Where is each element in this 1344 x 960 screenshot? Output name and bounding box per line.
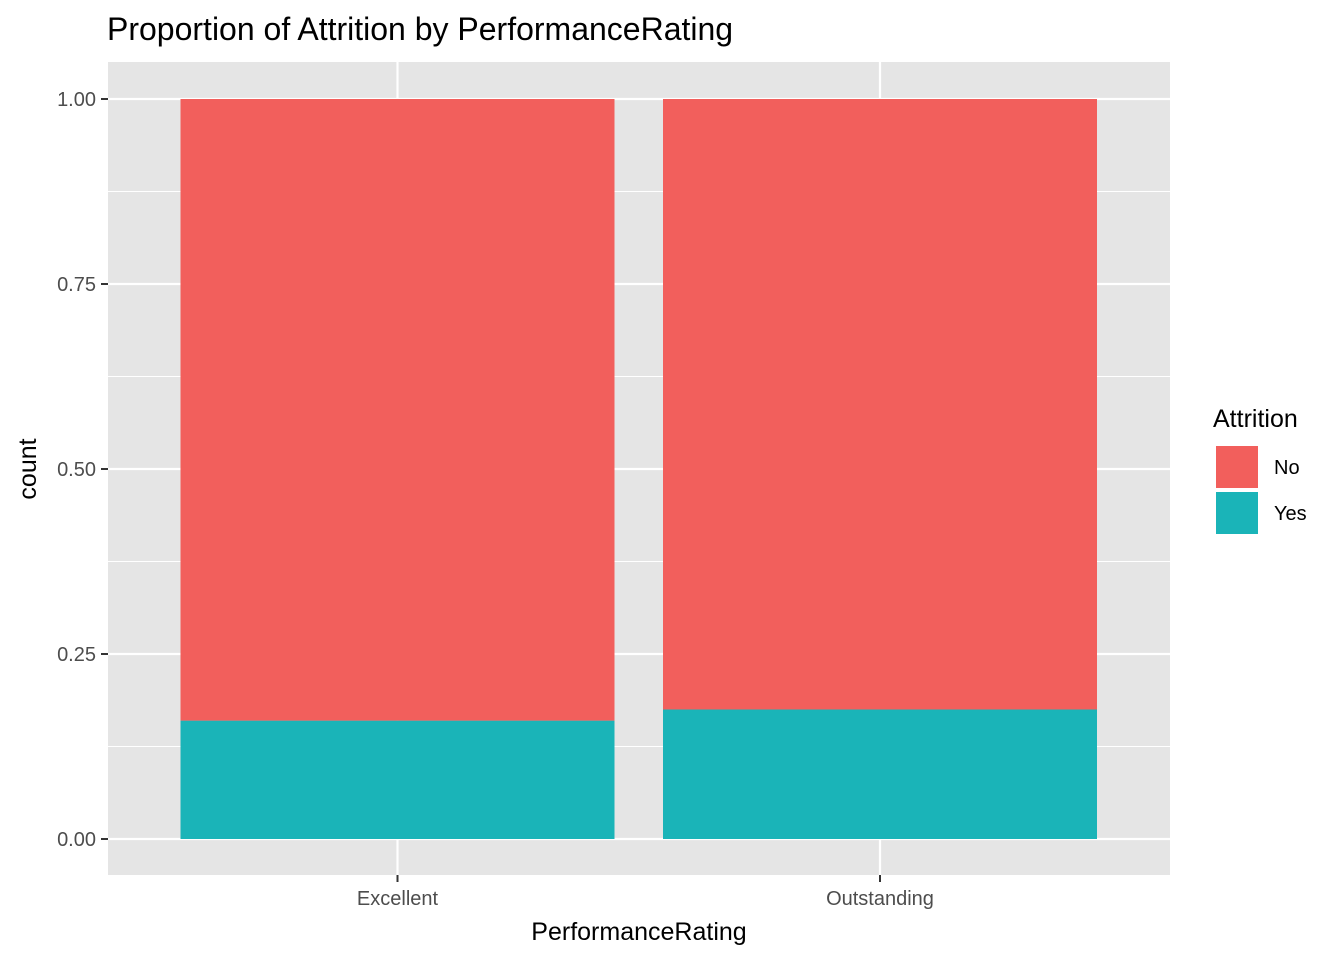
y-tick-label: 0.00 <box>57 829 96 851</box>
y-axis-title: count <box>14 438 42 499</box>
x-tick-label: Outstanding <box>826 888 934 910</box>
chart-title: Proportion of Attrition by PerformanceRa… <box>107 11 733 47</box>
y-tick-label: 0.25 <box>57 644 96 666</box>
legend-label-yes: Yes <box>1274 503 1307 525</box>
bar-outstanding-yes <box>663 709 1097 839</box>
y-tick-label: 1.00 <box>57 89 96 111</box>
x-tick-label: Excellent <box>357 888 439 910</box>
y-tick-label: 0.50 <box>57 459 96 481</box>
bar-excellent-no <box>180 99 615 721</box>
x-axis-title: PerformanceRating <box>531 918 746 946</box>
y-axis: 0.00 0.25 0.50 0.75 1.00 <box>57 89 108 851</box>
x-axis: Excellent Outstanding <box>357 875 934 910</box>
bar-excellent-yes <box>180 720 615 839</box>
bars <box>180 99 1097 839</box>
legend-title: Attrition <box>1213 405 1298 433</box>
legend-key-no <box>1216 446 1258 488</box>
legend: Attrition No Yes <box>1213 405 1307 534</box>
legend-label-no: No <box>1274 457 1300 479</box>
legend-key-yes <box>1216 492 1258 534</box>
bar-outstanding-no <box>663 99 1097 710</box>
y-tick-label: 0.75 <box>57 274 96 296</box>
